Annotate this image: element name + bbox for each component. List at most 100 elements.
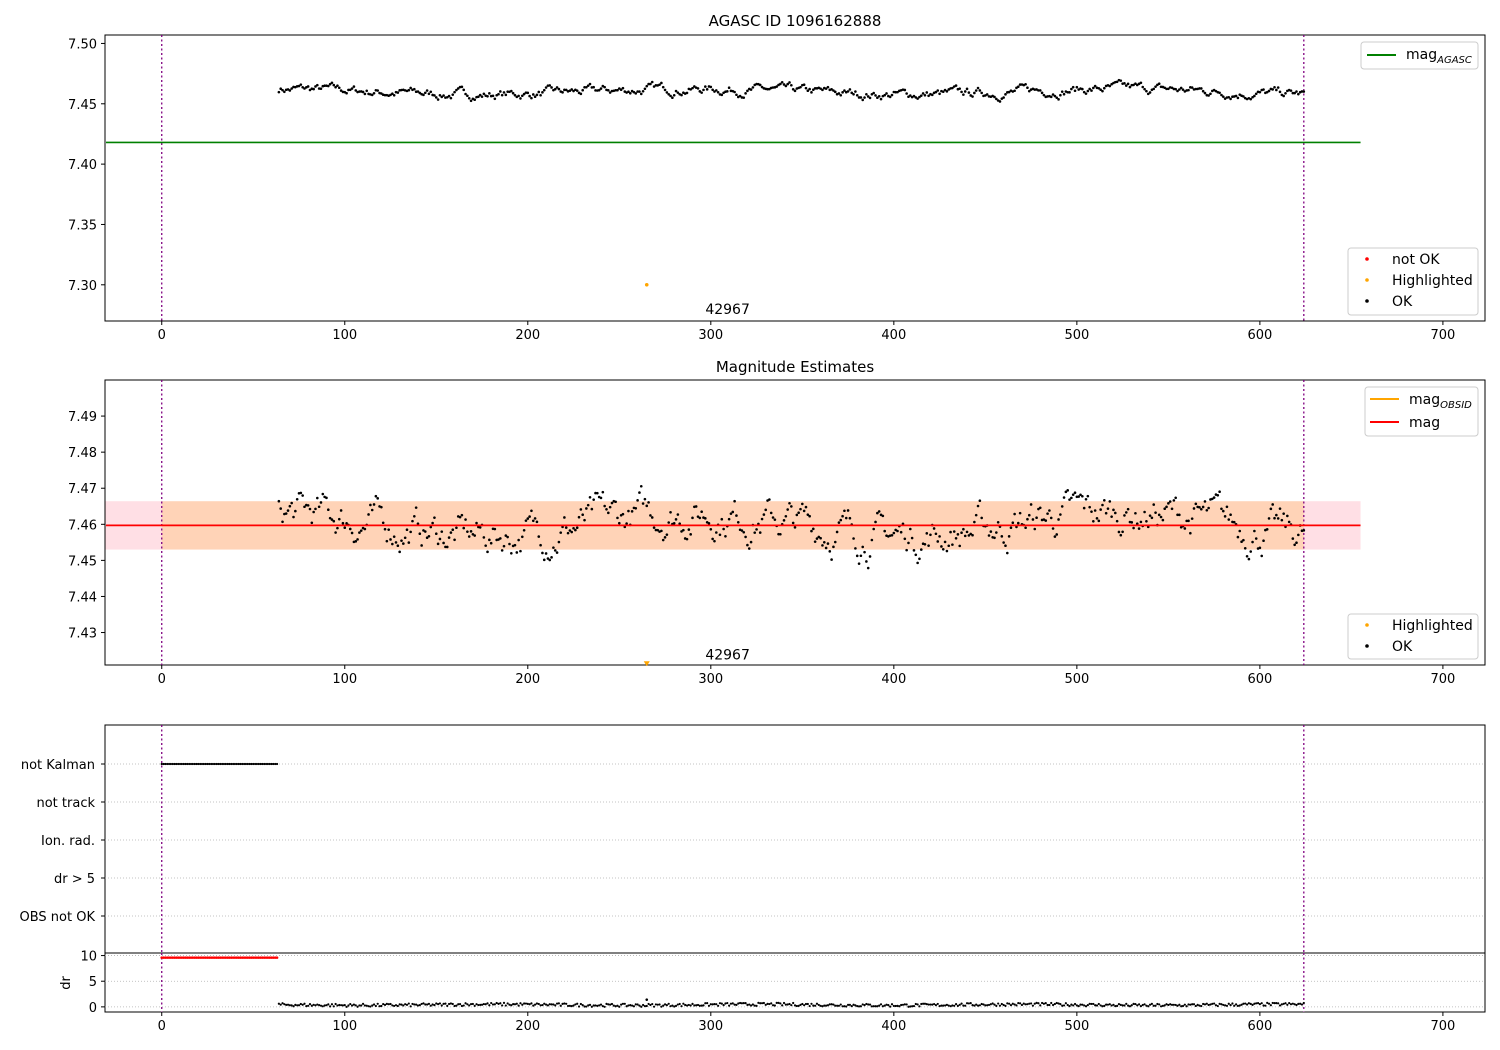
- ok-point: [603, 85, 606, 89]
- ok-point: [861, 98, 865, 102]
- ok-point: [352, 85, 356, 88]
- ok-point: [537, 1002, 540, 1006]
- flag-point: [217, 762, 220, 766]
- ok-point: [480, 1003, 484, 1006]
- ok-point: [1223, 515, 1227, 518]
- ok-point: [1161, 518, 1165, 522]
- ok-point: [1114, 1005, 1117, 1008]
- ok-point: [810, 91, 813, 94]
- ok-point: [806, 513, 810, 516]
- ok-point: [535, 93, 539, 97]
- ok-point: [868, 96, 872, 100]
- ok-point: [533, 517, 537, 520]
- ok-point: [963, 534, 967, 538]
- ok-point: [682, 528, 685, 532]
- ok-point: [1205, 508, 1209, 512]
- ok-point: [423, 91, 427, 95]
- ok-point: [1134, 1002, 1137, 1006]
- not-ok-point: [222, 956, 226, 959]
- not-ok-point: [160, 956, 164, 959]
- ok-point: [607, 89, 610, 92]
- ok-point: [1132, 83, 1135, 87]
- ok-point: [1117, 530, 1121, 534]
- not-ok-point: [235, 956, 239, 959]
- highlighted-point: [644, 282, 649, 287]
- ok-point: [316, 1003, 319, 1006]
- not-ok-point: [262, 956, 266, 959]
- ok-point: [621, 86, 625, 90]
- ok-point: [462, 526, 466, 530]
- ok-point: [1276, 517, 1280, 520]
- ok-point: [1130, 1004, 1133, 1007]
- ok-point: [1037, 89, 1040, 92]
- ok-point: [1112, 508, 1115, 512]
- ok-point: [969, 532, 973, 536]
- flag-point: [266, 762, 269, 766]
- ok-point: [554, 1004, 557, 1007]
- ok-point: [1073, 89, 1077, 93]
- ok-point: [337, 86, 341, 90]
- ok-point: [354, 89, 358, 92]
- ok-point: [601, 490, 605, 494]
- ok-point: [760, 85, 764, 89]
- ok-point: [815, 1002, 819, 1005]
- not-ok-point: [237, 956, 240, 959]
- ok-point: [1284, 91, 1287, 95]
- ok-point: [411, 1002, 414, 1006]
- ok-point: [601, 1004, 604, 1008]
- ok-point: [519, 1002, 522, 1005]
- ok-point: [733, 1003, 736, 1006]
- ok-point: [1123, 514, 1126, 517]
- ok-point: [826, 542, 830, 545]
- ok-point: [464, 518, 467, 521]
- ok-point: [720, 93, 724, 97]
- ok-point: [374, 1004, 377, 1008]
- ok-point: [561, 91, 564, 94]
- ok-point: [815, 537, 819, 540]
- ok-point: [843, 89, 846, 92]
- ok-point: [896, 90, 899, 94]
- ok-point: [297, 1004, 301, 1007]
- ok-point: [1019, 1002, 1022, 1005]
- ok-point: [1051, 93, 1055, 96]
- ok-point: [753, 1004, 756, 1007]
- ok-point: [797, 1004, 800, 1007]
- ok-point: [564, 526, 568, 529]
- ok-point: [890, 93, 894, 97]
- ok-point: [528, 1003, 531, 1006]
- ok-point: [1183, 1003, 1186, 1006]
- y-tick-label: 7.45: [68, 554, 97, 569]
- ok-point: [835, 1004, 839, 1007]
- ok-point: [1203, 91, 1207, 95]
- ok-point: [530, 96, 533, 100]
- ok-point: [1090, 89, 1093, 92]
- ok-point: [544, 552, 548, 555]
- y-tick-label: 7.47: [68, 482, 97, 497]
- ok-point: [641, 1003, 645, 1007]
- ok-point: [735, 514, 738, 517]
- ok-point: [625, 1005, 628, 1008]
- ok-point: [1297, 92, 1300, 96]
- ok-point: [1099, 1004, 1102, 1007]
- ok-point: [1249, 1002, 1252, 1006]
- ok-point: [707, 1004, 711, 1007]
- ok-point: [1088, 505, 1091, 509]
- ok-point: [931, 1003, 934, 1006]
- ok-point: [435, 1002, 438, 1005]
- ok-point: [599, 1003, 603, 1006]
- ok-point: [674, 1004, 678, 1007]
- ok-point: [391, 92, 394, 96]
- ok-point: [850, 1005, 853, 1008]
- ok-point: [1086, 89, 1090, 93]
- not-ok-point: [255, 956, 259, 959]
- ok-point: [561, 1002, 564, 1005]
- ok-point: [550, 556, 553, 559]
- ok-point: [965, 530, 969, 534]
- ok-point: [1169, 1003, 1172, 1006]
- ok-point: [552, 1003, 555, 1006]
- ok-point: [1097, 1002, 1100, 1006]
- ok-point: [652, 526, 656, 529]
- ok-point: [1099, 508, 1102, 511]
- ok-point: [1033, 1002, 1036, 1005]
